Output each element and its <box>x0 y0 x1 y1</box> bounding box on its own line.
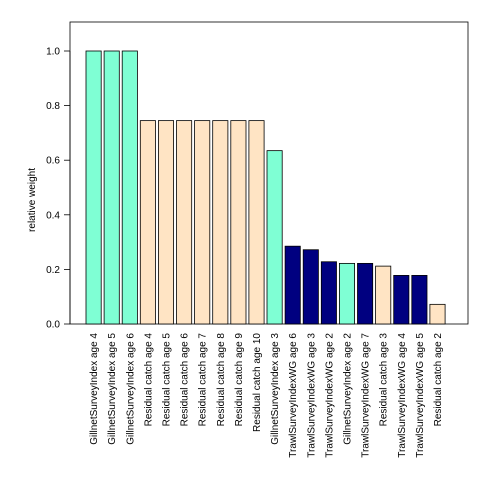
bar <box>230 120 247 325</box>
bar <box>212 120 229 325</box>
bar <box>302 249 319 325</box>
bar <box>411 275 428 325</box>
x-tick-label: Residual catch age 9 <box>234 333 245 427</box>
x-tick-label: GillnetSurveyIndex age 2 <box>343 333 354 445</box>
x-tick-label: Residual catch age 3 <box>379 333 390 427</box>
bar <box>176 120 193 325</box>
x-tick-label: GillnetSurveyIndex age 6 <box>125 333 136 445</box>
y-tick-label: 1.0 <box>46 47 60 58</box>
x-tick-label: Residual catch age 4 <box>143 333 154 427</box>
y-tick-label: 0.8 <box>46 101 60 112</box>
bar <box>85 50 102 325</box>
bar <box>429 303 446 325</box>
bar <box>338 262 355 325</box>
bar <box>194 120 211 325</box>
bar <box>393 275 410 325</box>
x-tick-label: GillnetSurveyIndex age 4 <box>89 333 100 445</box>
x-tick-label: TrawlSurveyIndexWG age 6 <box>288 333 299 458</box>
bar <box>139 120 156 325</box>
y-tick-label: 0.2 <box>46 265 60 276</box>
x-tick-label: TrawlSurveyIndexWG age 3 <box>306 333 317 458</box>
bar <box>121 50 138 325</box>
bar <box>284 245 301 325</box>
bar <box>248 120 265 325</box>
x-tick-label: TrawlSurveyIndexWG age 2 <box>324 333 335 458</box>
x-tick-label: TrawlSurveyIndexWG age 7 <box>361 333 372 458</box>
bar <box>157 120 174 325</box>
x-tick-label: TrawlSurveyIndexWG age 4 <box>397 333 408 458</box>
bar <box>375 265 392 325</box>
x-tick-labels: GillnetSurveyIndex age 4 GillnetSurveyInd… <box>89 333 444 458</box>
x-tick-label: Residual catch age 6 <box>180 333 191 427</box>
x-tick-label: GillnetSurveyIndex age 3 <box>270 333 281 445</box>
x-tick-label: Residual catch age 2 <box>433 333 444 427</box>
y-tick-label: 0.4 <box>46 210 60 221</box>
x-tick-label: Residual catch age 7 <box>198 333 209 427</box>
y-tick-label: 0.0 <box>46 320 60 331</box>
y-axis: 0.0 0.2 0.4 0.6 0.8 1.0 <box>46 47 71 331</box>
x-tick-label: Residual catch age 5 <box>162 333 173 427</box>
y-axis-label: relative weight <box>27 168 38 232</box>
bar <box>103 50 120 325</box>
bar <box>266 150 283 325</box>
bar <box>320 261 337 325</box>
bars <box>85 50 446 325</box>
y-tick-label: 0.6 <box>46 156 60 167</box>
x-tick-label: GillnetSurveyIndex age 5 <box>107 333 118 445</box>
x-tick-label: Residual catch age 10 <box>252 333 263 432</box>
x-tick-label: Residual catch age 8 <box>216 333 227 427</box>
bar <box>357 262 374 325</box>
x-tick-label: TrawlSurveyIndexWG age 5 <box>415 333 426 458</box>
